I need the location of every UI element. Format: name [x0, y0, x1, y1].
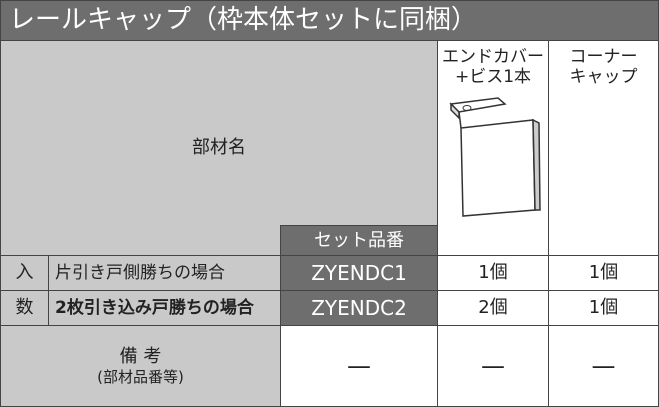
- column-header-line: +ビス1本: [454, 67, 532, 88]
- name-label: 部材名: [192, 137, 246, 159]
- row-label: 片引き戸側勝ちの場合: [48, 255, 281, 291]
- quantity: 1個: [437, 255, 549, 291]
- quantity: 2個: [437, 290, 549, 326]
- set-number: ZYENDC1: [280, 255, 438, 291]
- quantity-label: 入: [0, 255, 49, 291]
- column-header-line: エンドカバー: [442, 47, 544, 67]
- remark-value: —: [437, 325, 549, 407]
- title: レールキャップ（枠本体セットに同梱）: [0, 0, 659, 41]
- remarks-sublabel: (部材品番等): [97, 367, 184, 386]
- quantity-label: 数: [0, 290, 49, 326]
- set-number: ZYENDC2: [280, 290, 438, 326]
- column-header-line: コーナー: [569, 47, 638, 67]
- remarks-label: 備 考: [119, 346, 162, 368]
- row-label: 2枚引き込み戸勝ちの場合: [48, 290, 281, 326]
- remark-value: —: [548, 325, 659, 407]
- end-cover-image: [449, 96, 541, 217]
- name-label-cell: 部材名: [0, 40, 438, 256]
- set-number-label: セット品番: [280, 225, 438, 256]
- column-header: エンドカバー +ビス1本: [437, 40, 549, 256]
- remarks-label-cell: 備 考 (部材品番等): [0, 325, 281, 407]
- quantity: 1個: [548, 255, 659, 291]
- remark-value: —: [280, 325, 438, 407]
- column-header: コーナー キャップ: [548, 40, 659, 256]
- column-header-line: キャップ: [569, 67, 638, 88]
- quantity: 1個: [548, 290, 659, 326]
